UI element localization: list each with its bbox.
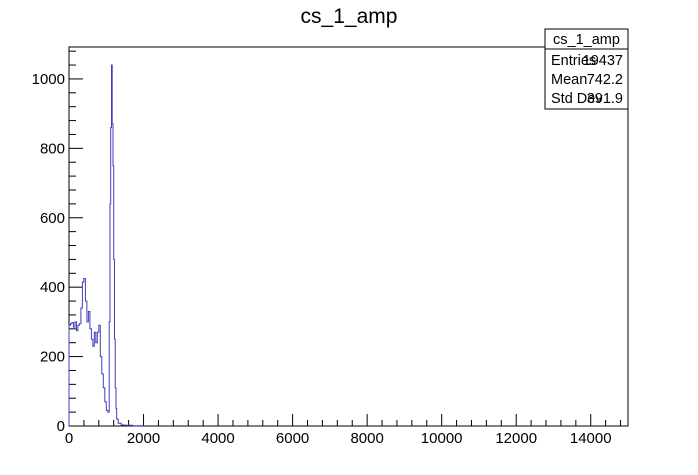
y-tick-label: 400 xyxy=(40,279,65,296)
x-tick-label: 0 xyxy=(65,430,73,447)
x-tick-label: 12000 xyxy=(495,430,537,447)
x-tick-label: 8000 xyxy=(350,430,383,447)
x-tick-label: 14000 xyxy=(570,430,612,447)
stats-mean-label: Mean xyxy=(551,72,587,88)
x-tick-label: 6000 xyxy=(276,430,309,447)
stats-entries-value: 19437 xyxy=(583,53,623,69)
x-axis: 0 2000 4000 6000 8000 10000 12000 14000 xyxy=(65,414,622,447)
plot-frame xyxy=(68,46,629,427)
x-tick-label: 10000 xyxy=(421,430,463,447)
plot-frame-border xyxy=(68,46,629,427)
y-tick-label: 800 xyxy=(40,140,65,157)
y-tick-label: 200 xyxy=(40,349,65,366)
stats-mean-value: 742.2 xyxy=(587,72,623,88)
stats-stddev-value: 391.9 xyxy=(587,91,623,107)
chart-title: cs_1_amp xyxy=(301,5,398,28)
stats-entries-label: Entries xyxy=(551,53,596,69)
y-tick-label: 1000 xyxy=(32,71,65,88)
y-tick-label: 0 xyxy=(57,418,65,435)
stats-box: cs_1_amp Entries 19437 Mean 742.2 Std De… xyxy=(544,28,629,110)
x-tick-label: 4000 xyxy=(201,430,234,447)
y-tick-label: 600 xyxy=(40,210,65,227)
x-tick-label: 2000 xyxy=(127,430,160,447)
histogram-line xyxy=(68,64,144,427)
stats-box-title: cs_1_amp xyxy=(553,32,620,48)
stats-stddev-label: Std Dev xyxy=(551,91,603,107)
histogram-series xyxy=(68,64,144,427)
y-axis: 0 200 400 600 800 1000 xyxy=(32,50,83,435)
